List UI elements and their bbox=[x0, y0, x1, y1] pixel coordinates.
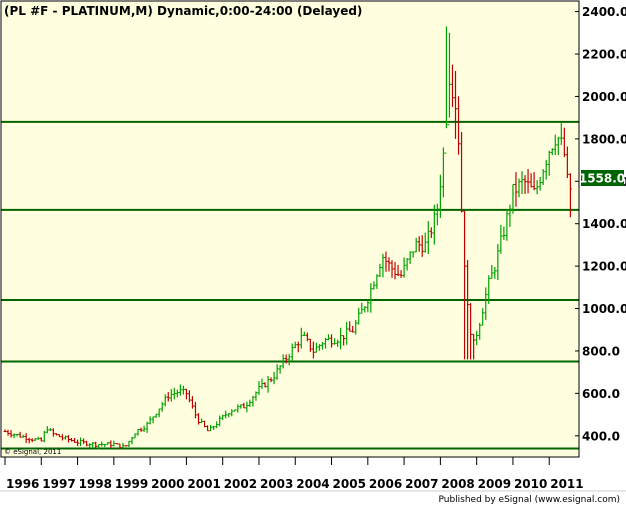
x-tick-label: 1999 bbox=[115, 477, 148, 491]
last-price-box bbox=[581, 170, 624, 186]
plot-area bbox=[1, 1, 579, 457]
x-tick-label: 2008 bbox=[441, 477, 474, 491]
y-tick-label: 400.0 bbox=[582, 429, 620, 443]
x-tick-label: 2000 bbox=[151, 477, 184, 491]
x-tick-label: 2003 bbox=[260, 477, 293, 491]
x-tick-label: 1998 bbox=[79, 477, 112, 491]
x-tick-label: 2004 bbox=[296, 477, 329, 491]
y-tick-label: 600.0 bbox=[582, 387, 620, 401]
footer-credit: Published by eSignal (www.esignal.com) bbox=[438, 495, 620, 505]
y-tick-label: 800.0 bbox=[582, 344, 620, 358]
plot-border bbox=[0, 0, 580, 458]
x-tick-label: 2006 bbox=[369, 477, 402, 491]
y-tick-label: 1000.0 bbox=[582, 302, 626, 316]
chart-title: (PL #F - PLATINUM,M) Dynamic,0:00-24:00 … bbox=[4, 4, 362, 18]
last-price-label: 1558.0 bbox=[579, 172, 625, 186]
x-tick-label: 2001 bbox=[187, 477, 220, 491]
x-tick-label: 2007 bbox=[405, 477, 438, 491]
x-tick-label: 1996 bbox=[6, 477, 39, 491]
y-tick-label: 2400.0 bbox=[582, 5, 626, 19]
copyright-text: © eSignal, 2011 bbox=[4, 448, 61, 456]
x-tick-label: 2009 bbox=[478, 477, 511, 491]
y-tick-label: 2000.0 bbox=[582, 90, 626, 104]
x-tick-label: 2011 bbox=[550, 477, 583, 491]
last-price-marker: 1558.0 bbox=[579, 170, 625, 186]
x-tick-label: 2005 bbox=[333, 477, 366, 491]
y-tick-label: 2200.0 bbox=[582, 48, 626, 62]
y-tick-label: 1400.0 bbox=[582, 217, 626, 231]
x-tick-label: 1997 bbox=[42, 477, 75, 491]
x-tick-label: 2010 bbox=[514, 477, 547, 491]
y-tick-label: 1800.0 bbox=[582, 132, 626, 146]
x-tick-label: 2002 bbox=[224, 477, 257, 491]
y-tick-label: 1200.0 bbox=[582, 260, 626, 274]
